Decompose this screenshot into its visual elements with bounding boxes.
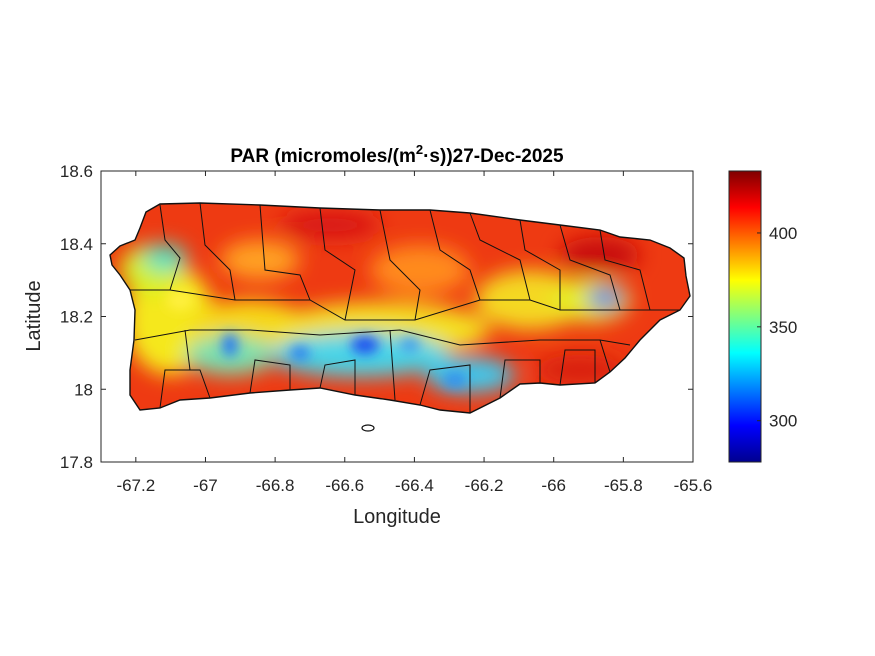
y-tick-label: 18.4 <box>60 235 93 254</box>
x-tick-label: -67 <box>193 476 218 495</box>
x-axis-label: Longitude <box>353 506 441 528</box>
y-tick-label: 18.6 <box>60 162 93 181</box>
y-axis-label: Latitude <box>23 280 45 351</box>
x-tick-label: -66 <box>541 476 566 495</box>
x-tick-label: -66.8 <box>256 476 295 495</box>
x-tick-label: -66.2 <box>465 476 504 495</box>
colorbar-tick-label: 400 <box>769 224 797 243</box>
title-superscript: 2 <box>416 142 423 157</box>
y-tick-label: 18 <box>74 380 93 399</box>
x-tick-label: -65.8 <box>604 476 643 495</box>
chart-title: PAR (micromoles/(m2·s))27-Dec-2025 <box>230 142 564 167</box>
colorbar-tick-label: 300 <box>769 412 797 431</box>
title-tail: ·s))27-Dec-2025 <box>423 146 564 167</box>
y-tick-label: 17.8 <box>60 453 93 472</box>
x-tick-label: -66.6 <box>325 476 364 495</box>
municipality-borders <box>130 203 680 413</box>
colorbar <box>728 170 762 463</box>
island-caja-de-muertos <box>361 424 375 432</box>
x-tick-label: -65.6 <box>674 476 713 495</box>
par-heatmap <box>110 203 690 413</box>
x-tick-label: -67.2 <box>116 476 155 495</box>
y-tick-label: 18.2 <box>60 308 93 327</box>
colorbar-tick-label: 350 <box>769 318 797 337</box>
x-tick-label: -66.4 <box>395 476 434 495</box>
